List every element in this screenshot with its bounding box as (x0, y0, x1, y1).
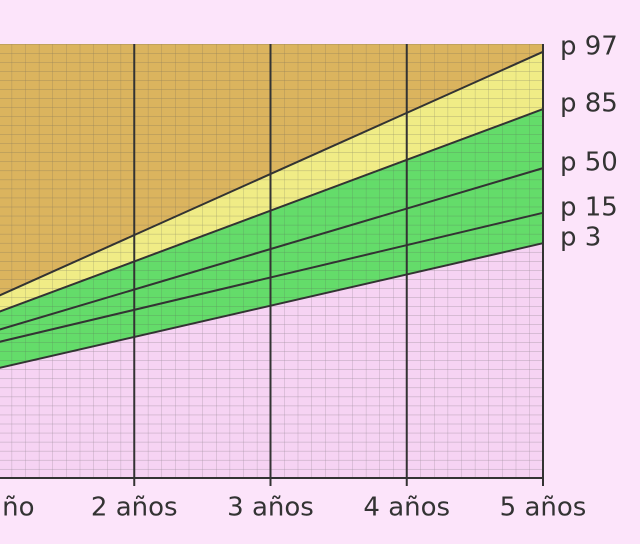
legend-label: p 85 (560, 89, 618, 119)
percentile-line (0, 242, 544, 369)
percentile-line (0, 108, 544, 313)
legend-label: p 50 (560, 148, 618, 178)
x-tick-label: 4 años (363, 493, 450, 523)
x-tick-label: 2 años (91, 493, 178, 523)
percentile-line (0, 211, 544, 343)
legend-label: p 3 (560, 223, 601, 253)
legend-label: p 97 (560, 31, 618, 61)
legend-label: p 15 (560, 192, 618, 222)
x-tick-label: 1 año (0, 493, 35, 523)
percentile-line (0, 50, 544, 297)
percentile-line (0, 167, 544, 331)
x-tick-label: 5 años (500, 493, 587, 523)
x-tick-label: 3 años (227, 493, 314, 523)
foreground: 1 año 2 años 3 años 4 años 5 años p 97 p 85 p 5… (0, 31, 618, 523)
